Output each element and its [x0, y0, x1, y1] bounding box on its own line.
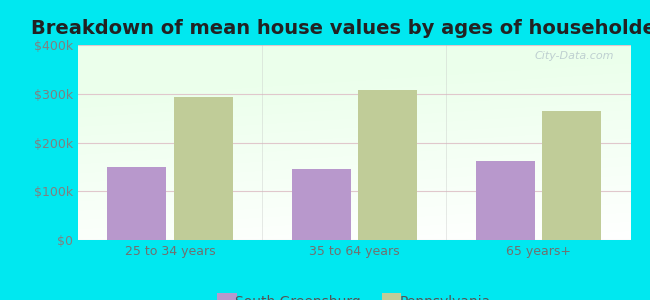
Bar [292, 169, 350, 240]
Title: Breakdown of mean house values by ages of householders: Breakdown of mean house values by ages o… [31, 19, 650, 38]
Bar [358, 90, 417, 240]
Bar [174, 97, 233, 240]
Bar [542, 111, 601, 240]
Text: City-Data.com: City-Data.com [534, 51, 614, 61]
Legend: South Greensburg, Pennsylvania: South Greensburg, Pennsylvania [212, 290, 497, 300]
Bar [476, 161, 535, 240]
Bar [107, 167, 166, 240]
